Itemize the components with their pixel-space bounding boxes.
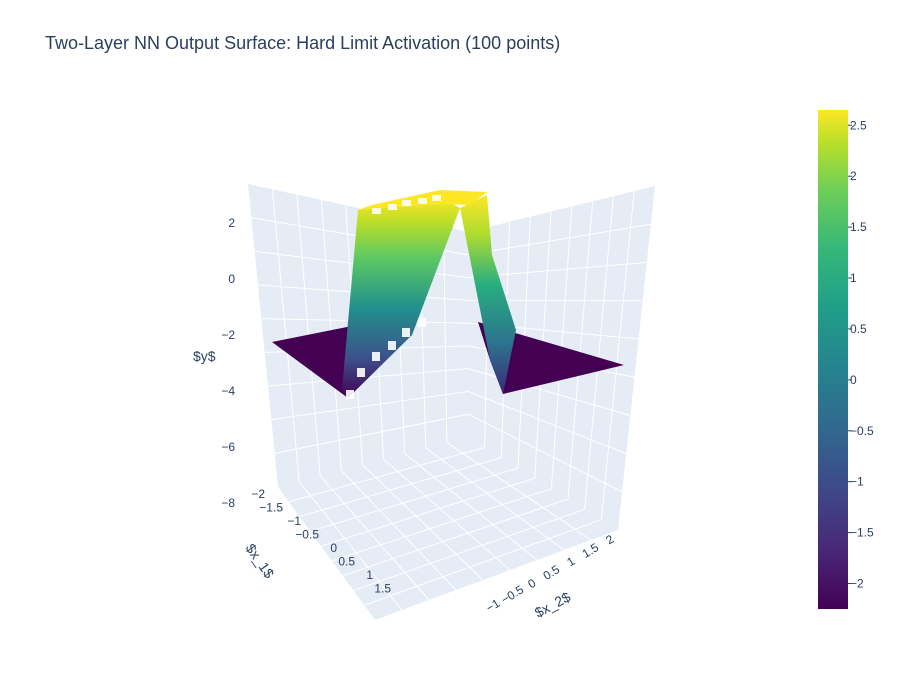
z-tick-label: −8 (221, 496, 235, 510)
surface-step-notch (418, 198, 427, 204)
x1-tick-label: 1.5 (374, 582, 391, 596)
x1-tick-label: −1 (287, 514, 301, 528)
z-tick-label: 2 (228, 216, 235, 230)
z-tick-label: −4 (221, 384, 235, 398)
surface (272, 190, 624, 399)
surface-step-notch (357, 368, 365, 377)
grid-line (467, 368, 631, 416)
x2-tick-label: 1 (564, 554, 577, 570)
grid-line (467, 223, 651, 256)
surface-step-notch (388, 341, 396, 350)
grid-line (331, 488, 552, 562)
grid-line (364, 519, 602, 606)
chart-title: Two-Layer NN Output Surface: Hard Limit … (45, 33, 561, 53)
grid-line (353, 508, 585, 591)
floor-plane (278, 437, 618, 620)
colorbar: 2.5 2 1.5 1 0.5 0 −0.5 −1 −1.5 −2 (818, 110, 874, 609)
surface-base-right (478, 322, 624, 394)
surface-ridge-right-face (460, 195, 516, 394)
surface-step-notch (388, 204, 397, 210)
grid-line (467, 413, 623, 493)
x2-axis-title: $x_2$ (532, 589, 573, 621)
x1-tick-label: 0 (330, 541, 337, 555)
grid-line (383, 458, 511, 571)
surface-step-notch (372, 352, 380, 361)
x2-tick-label: 2 (603, 532, 616, 548)
grid-line (404, 453, 538, 561)
grid-line (288, 446, 485, 503)
x2-tick-label: 1.5 (580, 540, 602, 561)
x2-tick-label: −1 (483, 596, 502, 615)
grid-line (320, 477, 535, 547)
colorbar-tick-label: 2 (850, 169, 857, 183)
grid-line (310, 467, 519, 532)
grid-line (271, 390, 469, 421)
x1-axis-title: $x_1$ (243, 541, 278, 582)
z-tick-label: 0 (228, 272, 235, 286)
colorbar-tick-label: −1 (850, 475, 864, 489)
surface-ridge-left-face (342, 197, 460, 398)
colorbar-tick-label: 1.5 (850, 220, 867, 234)
x1-tick-label: −0.5 (295, 528, 319, 542)
grid-line (340, 469, 457, 591)
grid-line (362, 464, 484, 581)
colorbar-tick-label: −2 (850, 577, 864, 591)
x1-tick-label: 1 (366, 568, 373, 582)
grid-line (298, 481, 403, 611)
grid-line (567, 201, 594, 500)
colorbar-tick-label: 0 (850, 373, 857, 387)
surface-base-left (272, 326, 352, 398)
colorbar-tick-label: −0.5 (850, 424, 874, 438)
grid-line (584, 196, 614, 510)
surface-step-notch (418, 318, 426, 327)
colorbar-tick-label: 2.5 (850, 118, 867, 132)
z-tick-label: −2 (221, 328, 235, 342)
grid-line (342, 498, 569, 577)
grid-line (299, 457, 502, 518)
grid-line (319, 475, 430, 601)
x1-tick-label: −2 (251, 487, 265, 501)
grid-line (443, 226, 448, 443)
colorbar-tick-label: 0.5 (850, 322, 867, 336)
surface-step-notch (346, 390, 354, 399)
z-tick-label: −6 (221, 440, 235, 454)
grid-line (600, 191, 635, 520)
z-axis-title: $y$ (193, 348, 216, 364)
grid-line (467, 390, 627, 455)
colorbar-tick-label: 1 (850, 271, 857, 285)
grid-line (425, 447, 565, 551)
x2-tick-label: 0 (525, 576, 538, 592)
colorbar-gradient (818, 110, 848, 609)
x1-tick-label: −1.5 (259, 501, 283, 515)
surface-step-notch (402, 200, 411, 206)
surface-step-notch (402, 328, 410, 337)
grid-line (271, 189, 300, 482)
x2-tick-label: −0.5 (499, 582, 527, 607)
grid-line (446, 442, 592, 541)
x2-tick-label: 0.5 (541, 562, 563, 583)
colorbar-tick-label: −1.5 (850, 526, 874, 540)
surface-step-notch (432, 195, 441, 201)
grid-line (274, 413, 469, 454)
x1-tick-label: 0.5 (338, 555, 355, 569)
surface-step-notch (372, 208, 381, 214)
z-axis: 2 0 −2 −4 −6 −8 $y$ (193, 216, 235, 510)
